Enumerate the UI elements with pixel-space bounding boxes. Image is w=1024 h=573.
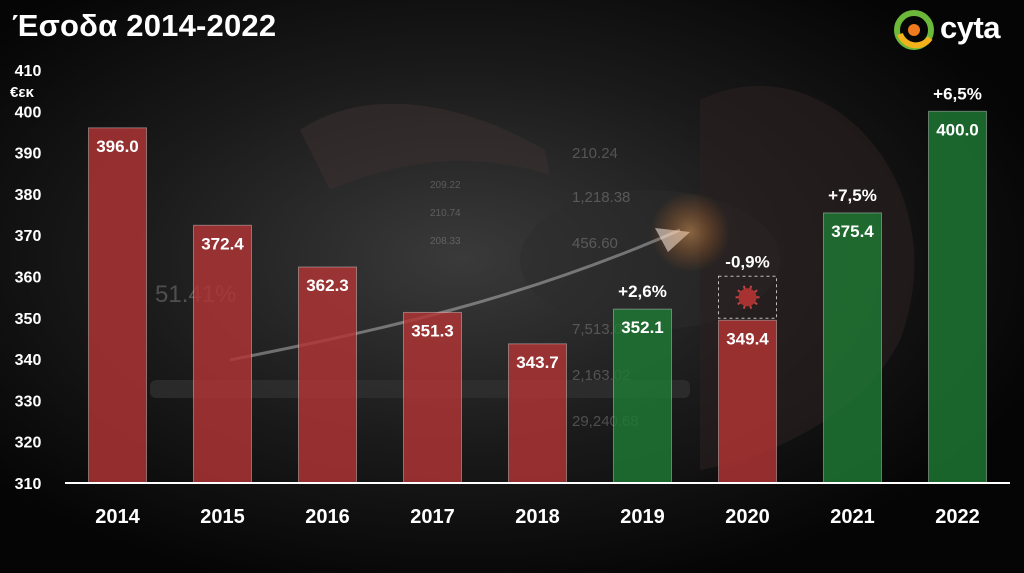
svg-text:209.22: 209.22 (430, 180, 461, 191)
bar-value-label: 396.0 (96, 137, 139, 156)
bar-value-label: 375.4 (831, 222, 874, 241)
y-tick-label: 360 (15, 270, 42, 287)
growth-annotation: +2,6% (618, 282, 667, 301)
bar-2020 (718, 319, 777, 484)
x-tick-label: 2022 (935, 506, 980, 528)
bar-value-label: 352.1 (621, 318, 664, 337)
growth-annotation: -0,9% (725, 252, 769, 271)
bar-2018 (508, 343, 567, 484)
y-tick-label: 340 (15, 352, 42, 369)
coronavirus-icon (735, 285, 760, 309)
y-tick-label: 370 (15, 228, 42, 245)
y-tick-label: 320 (15, 435, 42, 452)
svg-text:210.74: 210.74 (430, 208, 461, 219)
y-tick-label: 410 (15, 63, 42, 80)
bar-value-label: 343.7 (516, 353, 559, 372)
bar-value-label: 351.3 (411, 321, 454, 340)
bar-2019 (613, 308, 672, 484)
bar-2014 (88, 127, 147, 484)
x-tick-label: 2019 (620, 506, 665, 528)
bar-value-label: 362.3 (306, 276, 349, 295)
y-tick-label: 400 (15, 104, 42, 121)
cyta-swirl-icon (894, 10, 934, 50)
x-tick-label: 2016 (305, 506, 350, 528)
page-title: Έσοδα 2014-2022 (12, 8, 277, 43)
covid-box (718, 275, 777, 319)
bar-2022 (928, 110, 987, 484)
y-tick-label: 350 (15, 311, 42, 328)
x-tick-label: 2020 (725, 506, 770, 528)
y-tick-label: 330 (15, 393, 42, 410)
bar-2021 (823, 212, 882, 484)
svg-text:208.33: 208.33 (430, 236, 461, 247)
bar-2015 (193, 224, 252, 484)
brand-name: cyta (940, 10, 1001, 45)
growth-annotation: +7,5% (828, 186, 877, 205)
y-axis-unit-label: €εκ (10, 84, 34, 101)
x-tick-label: 2017 (410, 506, 455, 528)
bar-value-label: 349.4 (726, 329, 769, 348)
y-tick-label: 390 (15, 146, 42, 163)
x-tick-label: 2014 (95, 506, 140, 528)
svg-text:1,218.38: 1,218.38 (572, 189, 630, 206)
bar-2017 (403, 311, 462, 484)
x-tick-label: 2015 (200, 506, 245, 528)
x-tick-label: 2021 (830, 506, 875, 528)
x-tick-label: 2018 (515, 506, 560, 528)
y-tick-label: 310 (15, 476, 42, 493)
bar-2016 (298, 266, 357, 484)
svg-text:456.60: 456.60 (572, 235, 618, 252)
svg-text:210.24: 210.24 (572, 145, 618, 162)
growth-annotation: +6,5% (933, 84, 982, 103)
bar-value-label: 400.0 (936, 120, 979, 139)
y-tick-label: 380 (15, 187, 42, 204)
bar-value-label: 372.4 (201, 234, 244, 253)
